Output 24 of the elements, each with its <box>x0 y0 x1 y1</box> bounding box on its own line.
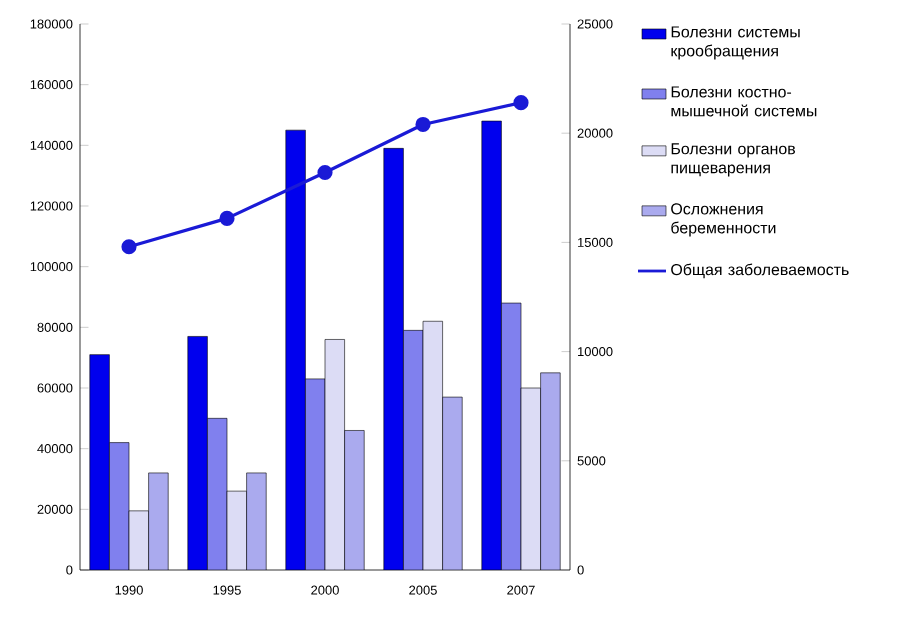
bar <box>148 472 169 570</box>
bar <box>501 302 522 570</box>
point <box>415 116 431 133</box>
bar <box>109 442 130 570</box>
bar <box>344 430 365 570</box>
bar <box>305 378 326 570</box>
bar <box>422 320 443 570</box>
bar <box>324 339 345 570</box>
point <box>121 239 137 255</box>
bar <box>226 490 247 570</box>
point <box>513 95 529 111</box>
point <box>219 210 235 226</box>
bar <box>481 120 502 570</box>
bar <box>540 372 561 570</box>
bar <box>383 148 404 570</box>
point <box>317 164 333 181</box>
bar <box>520 387 541 570</box>
bar <box>403 330 424 570</box>
bar <box>187 336 208 570</box>
bar <box>246 472 267 570</box>
bar <box>285 129 306 570</box>
bar <box>89 354 110 570</box>
bar <box>442 396 463 570</box>
bar <box>207 418 228 570</box>
